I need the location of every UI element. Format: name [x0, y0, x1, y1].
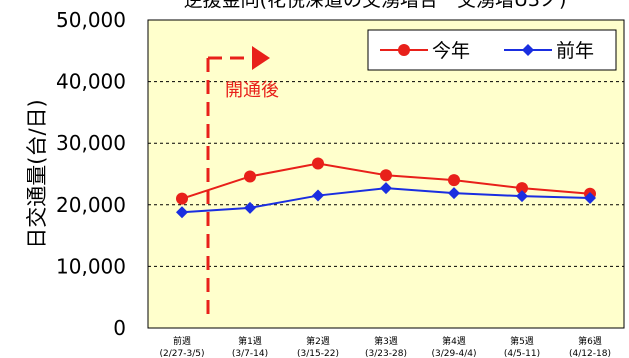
y-tick-label: 30,000 [56, 131, 126, 155]
y-tick-label: 50,000 [56, 8, 126, 32]
annotation: 開通後 [206, 46, 279, 318]
legend-label-1: 前年 [556, 40, 594, 62]
x-tick-date-label: (3/15-22) [297, 349, 339, 358]
x-tick-date-label: (3/29-4/4) [432, 349, 477, 358]
annotation-label: 開通後 [225, 80, 279, 101]
y-axis: 0 10,000 20,000 30,000 40,000 50,000 [56, 8, 126, 340]
gridlines [148, 81, 624, 267]
legend-marker-1 [522, 44, 534, 56]
data-point [380, 169, 392, 182]
x-tick-label: 前週 [173, 335, 191, 347]
data-point [312, 157, 324, 170]
x-tick-label: 第5週 [510, 335, 534, 347]
legend: 今年 前年 [367, 29, 617, 71]
data-point [448, 187, 460, 200]
series-layer [176, 157, 596, 219]
y-tick-label: 20,000 [56, 193, 126, 217]
legend-marker-0 [398, 44, 410, 56]
x-tick-date-label: (4/5-11) [504, 349, 540, 358]
x-tick-date-label: (2/27-3/5) [160, 349, 205, 358]
x-tick-label: 第3週 [374, 335, 398, 347]
y-axis-label: 日交通量(台/日) [25, 99, 49, 248]
data-point [516, 182, 528, 195]
x-tick-label: 第4週 [442, 335, 466, 347]
data-point [516, 190, 528, 203]
y-tick-label: 10,000 [56, 254, 126, 278]
data-point [584, 192, 596, 205]
legend-label-0: 今年 [432, 40, 470, 62]
data-point [244, 170, 256, 183]
data-point [448, 174, 460, 187]
data-point [312, 189, 324, 202]
y-tick-label: 40,000 [56, 70, 126, 94]
data-point [176, 192, 188, 205]
x-tick-label: 第2週 [306, 335, 330, 347]
x-tick-date-label: (3/23-28) [365, 349, 407, 358]
x-tick-date-label: (3/7-14) [232, 349, 268, 358]
x-tick-label: 第6週 [578, 335, 602, 347]
data-point [176, 206, 188, 219]
chart-title: 逆援金同(花悦深道の交湧増合一交湧増U3ノ) [184, 0, 567, 11]
y-tick-label: 0 [113, 316, 126, 340]
annotation-arrow-head-icon [252, 46, 270, 70]
x-tick-label: 第1週 [238, 335, 262, 347]
x-axis: 前週 (2/27-3/5) 第1週 (3/7-14) 第2週 (3/15-22) 第3週 (3… [160, 335, 611, 358]
data-point [380, 182, 392, 195]
data-point [244, 201, 256, 214]
x-tick-date-label: (4/12-18) [569, 349, 611, 358]
